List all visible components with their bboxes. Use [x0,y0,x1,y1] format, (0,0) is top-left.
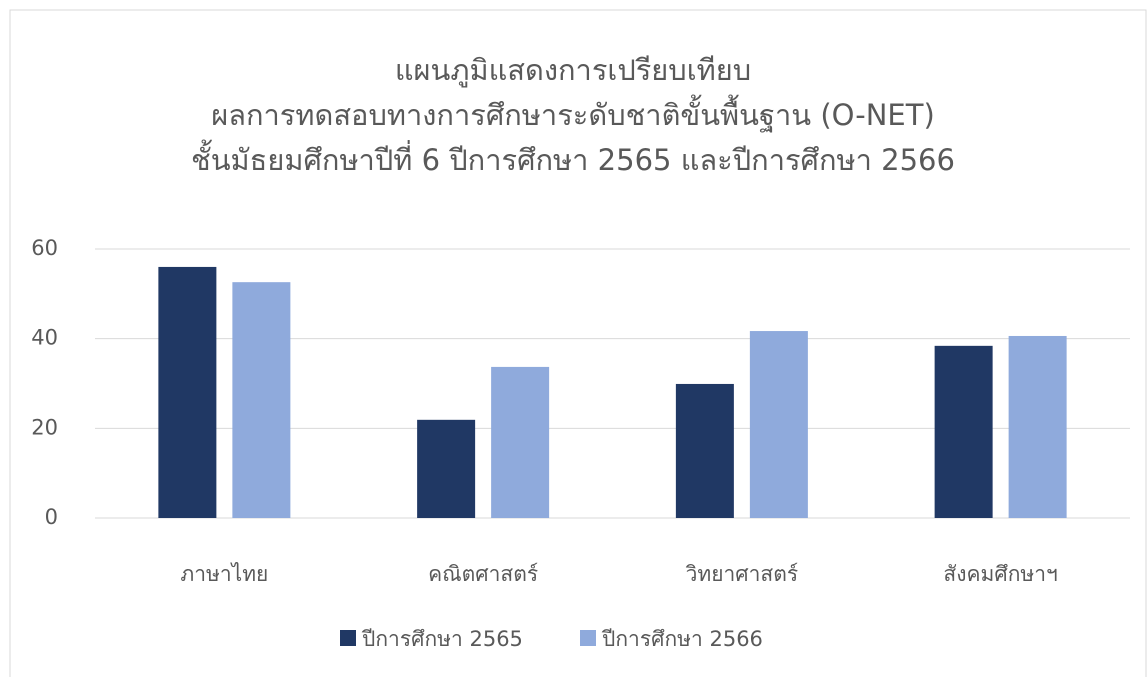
legend-swatch [340,630,356,646]
legend-label: ปีการศึกษา 2565 [361,627,523,651]
chart-title: แผนภูมิแสดงการเปรียบเทียบ [395,53,751,88]
bar [934,345,993,518]
y-tick-label: 20 [31,415,58,439]
legend-label: ปีการศึกษา 2566 [601,627,763,651]
x-tick-label: วิทยาศาสตร์ [685,562,798,586]
y-tick-label: 60 [31,236,58,260]
y-tick-label: 40 [31,326,58,350]
bar [417,419,476,518]
x-tick-label: สังคมศึกษาฯ [943,562,1057,586]
chart-title: ผลการทดสอบทางการศึกษาระดับชาติขั้นพื้นฐา… [211,94,935,133]
bar [491,366,550,518]
bar [675,383,734,518]
chart-title: ชั้นมัธยมศึกษาปีที่ 6 ปีการศึกษา 2565 แล… [191,139,955,177]
bar [749,331,808,518]
x-tick-label: ภาษาไทย [180,562,268,586]
bar [158,266,217,518]
legend-swatch [580,630,596,646]
y-tick-label: 0 [45,505,58,529]
x-tick-label: คณิตศาสตร์ [428,562,538,586]
bar [232,282,291,518]
bar [1008,335,1067,518]
